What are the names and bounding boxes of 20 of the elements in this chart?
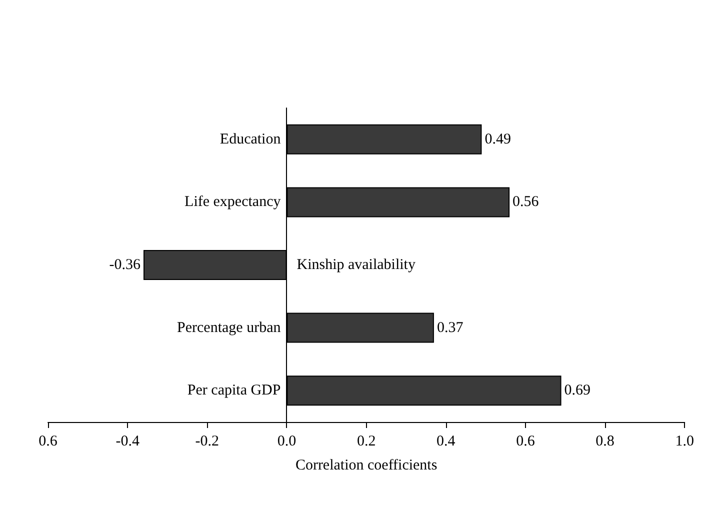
- x-tick-label: -0.2: [195, 434, 220, 450]
- x-tick-label: 0.4: [436, 434, 456, 450]
- x-tick-label: 0.0: [277, 434, 296, 450]
- y-tick-label: Education: [220, 131, 282, 148]
- x-tick-label: 0.6: [38, 434, 58, 450]
- data-label: 0.49: [484, 131, 511, 148]
- y-tick-label: Kinship availability: [296, 257, 416, 273]
- data-label: 0.56: [512, 194, 540, 210]
- x-tick-label: 0.6: [516, 434, 536, 450]
- x-tick-label: -0.4: [116, 434, 140, 450]
- x-tick-label: 0.8: [596, 434, 614, 450]
- data-label: 0.37: [436, 320, 464, 336]
- data-label: -0.36: [109, 257, 141, 273]
- x-axis-title: Correlation coefficients: [295, 458, 438, 474]
- x-tick-label: 0.2: [356, 434, 376, 450]
- x-tick-label: 1.0: [675, 434, 694, 450]
- data-label: 0.69: [564, 382, 591, 399]
- y-tick-label: Life expectancy: [184, 194, 282, 210]
- y-tick-label: Per capita GDP: [187, 382, 281, 399]
- y-tick-label: Percentage urban: [177, 320, 282, 336]
